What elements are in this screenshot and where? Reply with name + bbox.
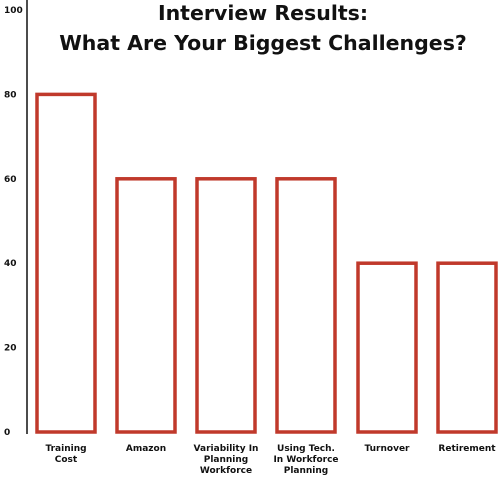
bar <box>195 177 257 434</box>
x-category-label: Variability In Planning Workforce <box>194 444 259 476</box>
x-category-label: Turnover <box>365 444 411 454</box>
bars <box>35 92 498 434</box>
y-tick-label: 100 <box>4 6 23 16</box>
x-axis-labels: Training Cost Amazon Variability In Planning… <box>45 444 496 476</box>
chart-title-line: Interview Results: <box>158 1 368 25</box>
chart-title-line: What Are Your Biggest Challenges? <box>59 31 467 55</box>
x-category-label: Using Tech. In Workforce Planning <box>273 444 338 476</box>
x-category-label: Retirement <box>438 444 496 454</box>
x-category-label: Amazon <box>126 444 166 454</box>
y-tick-label: 40 <box>4 259 17 269</box>
chart-title: Interview Results: What Are Your Biggest … <box>59 1 467 55</box>
x-category-label: Training Cost <box>45 444 86 465</box>
bar <box>275 177 337 434</box>
bar <box>356 261 418 434</box>
bar <box>436 261 498 434</box>
bar <box>115 177 177 434</box>
y-tick-label: 80 <box>4 90 17 100</box>
y-axis-ticks: 0 20 40 60 80 100 <box>4 6 23 438</box>
y-tick-label: 0 <box>4 428 10 438</box>
y-tick-label: 60 <box>4 175 17 185</box>
y-tick-label: 20 <box>4 344 17 354</box>
bar <box>35 92 97 434</box>
